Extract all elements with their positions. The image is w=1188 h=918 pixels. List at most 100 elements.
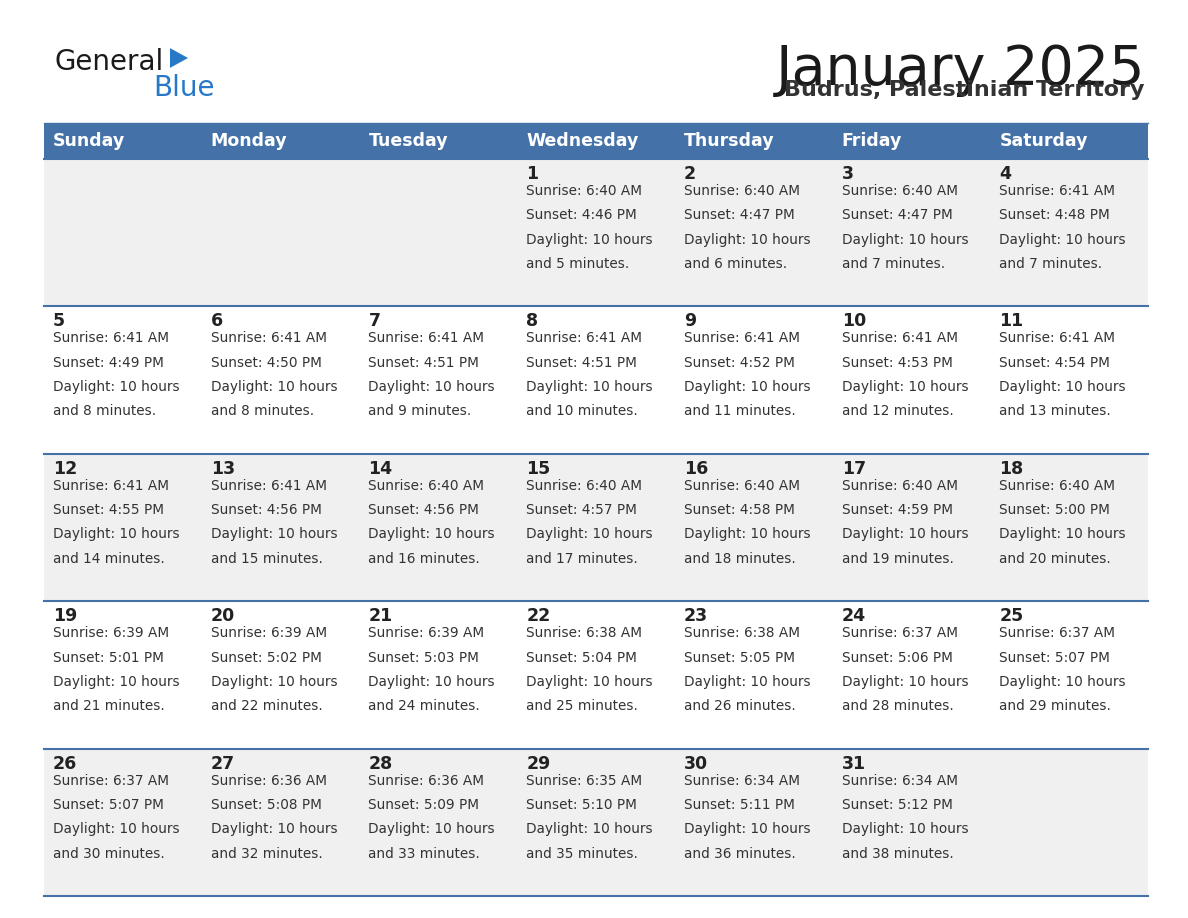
Text: Sunset: 4:51 PM: Sunset: 4:51 PM <box>368 355 479 370</box>
Text: Sunrise: 6:37 AM: Sunrise: 6:37 AM <box>53 774 169 788</box>
Text: 8: 8 <box>526 312 538 330</box>
Text: Sunset: 5:04 PM: Sunset: 5:04 PM <box>526 651 637 665</box>
Text: 13: 13 <box>210 460 235 477</box>
Text: 11: 11 <box>999 312 1024 330</box>
Text: Sunset: 5:05 PM: Sunset: 5:05 PM <box>684 651 795 665</box>
Text: and 14 minutes.: and 14 minutes. <box>53 552 165 565</box>
Text: Daylight: 10 hours: Daylight: 10 hours <box>368 380 495 394</box>
Text: Sunrise: 6:40 AM: Sunrise: 6:40 AM <box>526 479 643 493</box>
Text: Daylight: 10 hours: Daylight: 10 hours <box>368 528 495 542</box>
Text: Sunrise: 6:41 AM: Sunrise: 6:41 AM <box>841 331 958 345</box>
Text: Sunrise: 6:41 AM: Sunrise: 6:41 AM <box>368 331 485 345</box>
Text: Sunset: 4:59 PM: Sunset: 4:59 PM <box>841 503 953 517</box>
Text: and 8 minutes.: and 8 minutes. <box>53 404 156 419</box>
Text: Daylight: 10 hours: Daylight: 10 hours <box>684 528 810 542</box>
Text: 26: 26 <box>53 755 77 773</box>
Text: Sunrise: 6:41 AM: Sunrise: 6:41 AM <box>526 331 643 345</box>
Text: Sunset: 5:12 PM: Sunset: 5:12 PM <box>841 798 953 812</box>
Bar <box>44 307 1148 453</box>
Text: Sunset: 5:09 PM: Sunset: 5:09 PM <box>368 798 480 812</box>
Text: Daylight: 10 hours: Daylight: 10 hours <box>368 823 495 836</box>
Bar <box>44 601 1148 748</box>
Text: 14: 14 <box>368 460 392 477</box>
Text: Sunset: 4:47 PM: Sunset: 4:47 PM <box>841 208 953 222</box>
Text: and 10 minutes.: and 10 minutes. <box>526 404 638 419</box>
Text: Daylight: 10 hours: Daylight: 10 hours <box>526 823 652 836</box>
Text: 7: 7 <box>368 312 380 330</box>
Text: Sunrise: 6:41 AM: Sunrise: 6:41 AM <box>53 331 169 345</box>
Text: 5: 5 <box>53 312 65 330</box>
Text: Sunset: 4:52 PM: Sunset: 4:52 PM <box>684 355 795 370</box>
Text: Daylight: 10 hours: Daylight: 10 hours <box>841 232 968 247</box>
Text: Sunset: 4:46 PM: Sunset: 4:46 PM <box>526 208 637 222</box>
Text: and 36 minutes.: and 36 minutes. <box>684 846 796 860</box>
Bar <box>44 123 1148 159</box>
Text: and 19 minutes.: and 19 minutes. <box>841 552 954 565</box>
Text: Daylight: 10 hours: Daylight: 10 hours <box>368 675 495 688</box>
Text: Daylight: 10 hours: Daylight: 10 hours <box>53 823 179 836</box>
Text: Daylight: 10 hours: Daylight: 10 hours <box>999 675 1126 688</box>
Text: 10: 10 <box>841 312 866 330</box>
Text: 4: 4 <box>999 165 1011 183</box>
Text: Thursday: Thursday <box>684 132 775 150</box>
Text: and 7 minutes.: and 7 minutes. <box>841 257 944 271</box>
Text: 3: 3 <box>841 165 853 183</box>
Text: 29: 29 <box>526 755 550 773</box>
Text: Daylight: 10 hours: Daylight: 10 hours <box>210 823 337 836</box>
Text: 21: 21 <box>368 607 393 625</box>
Text: Daylight: 10 hours: Daylight: 10 hours <box>53 675 179 688</box>
Text: Daylight: 10 hours: Daylight: 10 hours <box>53 528 179 542</box>
Text: 6: 6 <box>210 312 223 330</box>
Text: 9: 9 <box>684 312 696 330</box>
Text: and 7 minutes.: and 7 minutes. <box>999 257 1102 271</box>
Text: 15: 15 <box>526 460 550 477</box>
Text: Sunset: 5:08 PM: Sunset: 5:08 PM <box>210 798 322 812</box>
Text: Sunset: 4:48 PM: Sunset: 4:48 PM <box>999 208 1110 222</box>
Text: and 24 minutes.: and 24 minutes. <box>368 700 480 713</box>
Text: Sunset: 4:56 PM: Sunset: 4:56 PM <box>368 503 479 517</box>
Text: Daylight: 10 hours: Daylight: 10 hours <box>210 675 337 688</box>
Text: Daylight: 10 hours: Daylight: 10 hours <box>684 380 810 394</box>
Text: Daylight: 10 hours: Daylight: 10 hours <box>684 232 810 247</box>
Text: and 18 minutes.: and 18 minutes. <box>684 552 796 565</box>
Text: Daylight: 10 hours: Daylight: 10 hours <box>841 380 968 394</box>
Text: Daylight: 10 hours: Daylight: 10 hours <box>999 380 1126 394</box>
Polygon shape <box>170 48 188 68</box>
Text: Sunrise: 6:40 AM: Sunrise: 6:40 AM <box>684 479 800 493</box>
Text: General: General <box>55 48 164 76</box>
Text: 24: 24 <box>841 607 866 625</box>
Text: Wednesday: Wednesday <box>526 132 638 150</box>
Text: 22: 22 <box>526 607 550 625</box>
Text: Saturday: Saturday <box>999 132 1088 150</box>
Text: 20: 20 <box>210 607 235 625</box>
Text: and 12 minutes.: and 12 minutes. <box>841 404 953 419</box>
Text: Daylight: 10 hours: Daylight: 10 hours <box>53 380 179 394</box>
Text: Sunset: 4:50 PM: Sunset: 4:50 PM <box>210 355 322 370</box>
Text: Daylight: 10 hours: Daylight: 10 hours <box>841 528 968 542</box>
Text: Sunrise: 6:37 AM: Sunrise: 6:37 AM <box>999 626 1116 640</box>
Text: Sunset: 5:03 PM: Sunset: 5:03 PM <box>368 651 479 665</box>
Text: 31: 31 <box>841 755 866 773</box>
Text: Sunrise: 6:40 AM: Sunrise: 6:40 AM <box>526 184 643 198</box>
Text: Sunrise: 6:41 AM: Sunrise: 6:41 AM <box>684 331 800 345</box>
Text: Budrus, Palestinian Territory: Budrus, Palestinian Territory <box>784 80 1145 100</box>
Text: Sunrise: 6:40 AM: Sunrise: 6:40 AM <box>841 184 958 198</box>
Text: and 17 minutes.: and 17 minutes. <box>526 552 638 565</box>
Text: and 5 minutes.: and 5 minutes. <box>526 257 630 271</box>
Text: Daylight: 10 hours: Daylight: 10 hours <box>526 380 652 394</box>
Text: 23: 23 <box>684 607 708 625</box>
Text: and 25 minutes.: and 25 minutes. <box>526 700 638 713</box>
Text: Daylight: 10 hours: Daylight: 10 hours <box>210 528 337 542</box>
Bar <box>44 453 1148 601</box>
Text: and 28 minutes.: and 28 minutes. <box>841 700 953 713</box>
Text: and 9 minutes.: and 9 minutes. <box>368 404 472 419</box>
Text: Daylight: 10 hours: Daylight: 10 hours <box>526 675 652 688</box>
Text: Sunrise: 6:37 AM: Sunrise: 6:37 AM <box>841 626 958 640</box>
Text: Daylight: 10 hours: Daylight: 10 hours <box>526 232 652 247</box>
Text: Sunset: 5:02 PM: Sunset: 5:02 PM <box>210 651 322 665</box>
Text: Daylight: 10 hours: Daylight: 10 hours <box>841 675 968 688</box>
Text: and 11 minutes.: and 11 minutes. <box>684 404 796 419</box>
Text: 12: 12 <box>53 460 77 477</box>
Text: January 2025: January 2025 <box>776 43 1145 97</box>
Text: Daylight: 10 hours: Daylight: 10 hours <box>526 528 652 542</box>
